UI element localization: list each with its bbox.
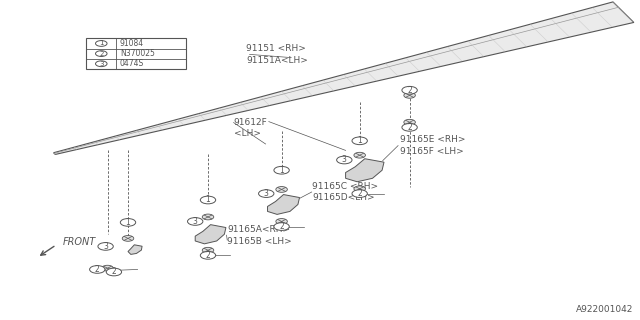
Circle shape [354, 152, 365, 158]
Circle shape [352, 190, 367, 197]
Circle shape [106, 268, 122, 276]
Text: 1: 1 [125, 218, 131, 227]
Circle shape [274, 223, 289, 230]
Circle shape [202, 214, 214, 220]
Circle shape [202, 247, 214, 253]
Circle shape [188, 218, 203, 225]
Circle shape [352, 137, 367, 145]
Text: 91165E <RH>
91165F <LH>: 91165E <RH> 91165F <LH> [400, 135, 465, 156]
Circle shape [404, 119, 415, 125]
Circle shape [259, 190, 274, 197]
Circle shape [354, 186, 365, 192]
Text: FRONT: FRONT [63, 236, 96, 247]
Circle shape [402, 124, 417, 131]
Polygon shape [346, 159, 384, 182]
Text: 2: 2 [357, 189, 362, 198]
Circle shape [402, 86, 417, 94]
Text: 91084: 91084 [120, 39, 144, 48]
Text: 3: 3 [342, 156, 347, 164]
Polygon shape [268, 195, 300, 214]
Text: 91165C <RH>
91165D<LH>: 91165C <RH> 91165D<LH> [312, 181, 378, 203]
Text: 1: 1 [279, 166, 284, 175]
Circle shape [122, 236, 134, 241]
Polygon shape [54, 2, 634, 155]
Text: 2: 2 [205, 251, 211, 260]
Circle shape [120, 219, 136, 226]
FancyBboxPatch shape [86, 38, 186, 69]
Text: 3: 3 [193, 217, 198, 226]
Text: 91612F
<LH>: 91612F <LH> [234, 117, 268, 138]
Circle shape [98, 243, 113, 250]
Text: 1: 1 [357, 136, 362, 145]
Text: 1: 1 [205, 196, 211, 204]
Circle shape [200, 252, 216, 259]
Circle shape [102, 265, 113, 271]
Polygon shape [195, 225, 226, 244]
Text: 2: 2 [95, 265, 100, 274]
Text: 1: 1 [99, 40, 104, 46]
Text: A922001042: A922001042 [576, 305, 634, 314]
Text: 2: 2 [99, 51, 104, 57]
Circle shape [404, 92, 415, 98]
Text: 91151 <RH>
91151A<LH>: 91151 <RH> 91151A<LH> [246, 44, 308, 65]
Text: 3: 3 [103, 242, 108, 251]
Text: 2: 2 [279, 222, 284, 231]
Circle shape [274, 166, 289, 174]
Circle shape [90, 266, 105, 273]
Circle shape [337, 156, 352, 164]
Text: N370025: N370025 [120, 49, 155, 58]
Text: 3: 3 [99, 61, 104, 67]
Circle shape [200, 196, 216, 204]
Circle shape [276, 219, 287, 224]
Text: 2: 2 [111, 268, 116, 276]
Text: 3: 3 [264, 189, 269, 198]
Circle shape [276, 187, 287, 192]
Text: 0474S: 0474S [120, 59, 144, 68]
Text: 2: 2 [407, 123, 412, 132]
Polygon shape [128, 245, 142, 254]
Text: 2: 2 [407, 86, 412, 95]
Text: 91165A<RH>
91165B <LH>: 91165A<RH> 91165B <LH> [227, 225, 292, 246]
